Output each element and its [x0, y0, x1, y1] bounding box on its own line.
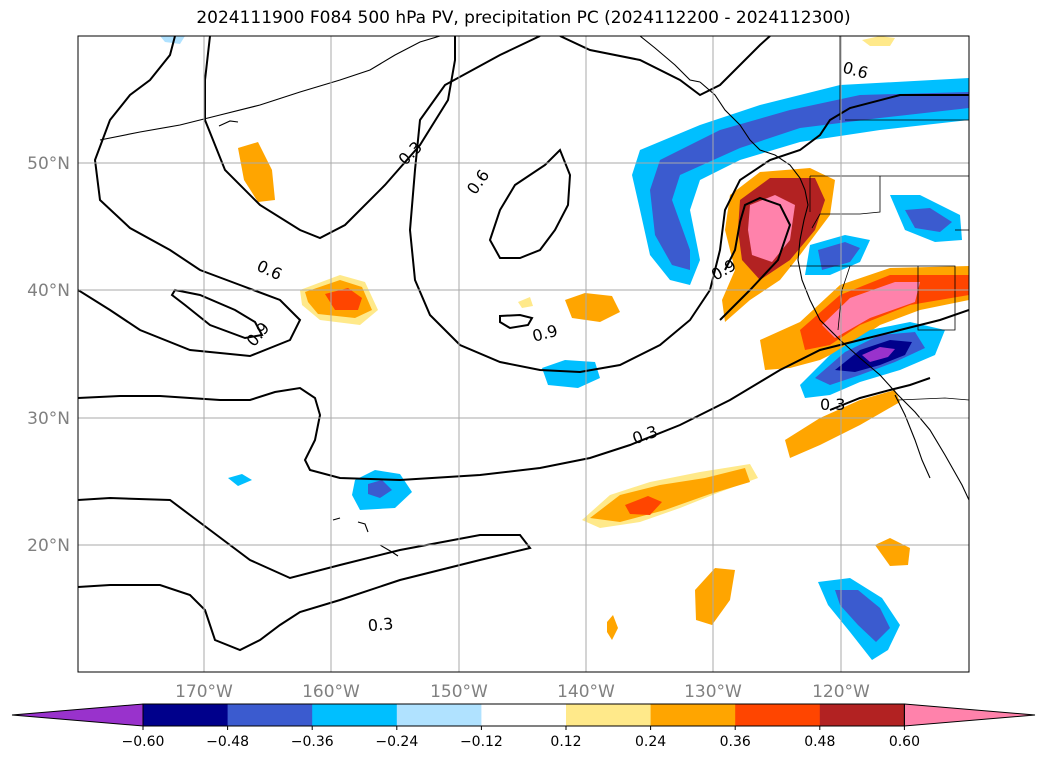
colorbar-segment — [481, 704, 567, 726]
lon-label-120w: 120°W — [812, 682, 870, 702]
colorbar-frame — [142, 703, 905, 727]
colorbar-segment — [650, 704, 736, 726]
lon-label-170w: 170°W — [175, 682, 233, 702]
pv-contours — [78, 36, 969, 652]
colorbar-segment — [396, 704, 482, 726]
lat-label-30n: 30°N — [27, 409, 70, 429]
latitude-labels: 50°N 40°N 30°N 20°N — [27, 154, 70, 556]
pv-label-9: 0.3 — [820, 395, 845, 414]
pv-label-10: 0.3 — [367, 614, 394, 635]
colorbar-segment — [819, 704, 905, 726]
colorbar-segment — [735, 704, 821, 726]
colorbar-segment — [143, 704, 229, 726]
map-title: 2024111900 F084 500 hPa PV, precipitatio… — [196, 8, 851, 28]
colorbar-segment — [227, 704, 313, 726]
colorbar-tick-label: 0.24 — [635, 734, 666, 750]
gridlines — [78, 36, 969, 672]
lon-label-160w: 160°W — [302, 682, 360, 702]
colorbar-tick-label: −0.60 — [122, 734, 165, 750]
lon-label-130w: 130°W — [684, 682, 742, 702]
colorbar-tick-label: 0.60 — [889, 734, 920, 750]
borders — [790, 36, 969, 401]
colorbar-segment — [312, 704, 398, 726]
colorbar-tick-label: 0.12 — [550, 734, 581, 750]
coastlines — [99, 36, 969, 557]
lat-label-50n: 50°N — [27, 154, 70, 174]
longitude-labels: 170°W 160°W 150°W 140°W 130°W 120°W — [175, 682, 870, 702]
colorbar-tick-label: −0.12 — [460, 734, 503, 750]
colorbar: −0.60 −0.48 −0.36 −0.24 −0.12 0.12 0.24 0.36 0.4… — [11, 703, 1036, 750]
colorbar-tick-label: −0.48 — [206, 734, 249, 750]
colorbar-tick-label: −0.24 — [375, 734, 418, 750]
colorbar-tick-label: −0.36 — [291, 734, 334, 750]
map-frame — [77, 35, 970, 673]
lat-label-20n: 20°N — [27, 536, 70, 556]
colorbar-tick-label: 0.48 — [804, 734, 835, 750]
colorbar-segment — [566, 704, 652, 726]
colorbar-tick-label: 0.36 — [720, 734, 751, 750]
lon-label-140w: 140°W — [557, 682, 615, 702]
lon-label-150w: 150°W — [430, 682, 488, 702]
colorbar-extend-low — [11, 703, 144, 727]
lat-label-40n: 40°N — [27, 281, 70, 301]
precip-shading — [160, 36, 969, 660]
colorbar-extend-high — [903, 703, 1036, 727]
